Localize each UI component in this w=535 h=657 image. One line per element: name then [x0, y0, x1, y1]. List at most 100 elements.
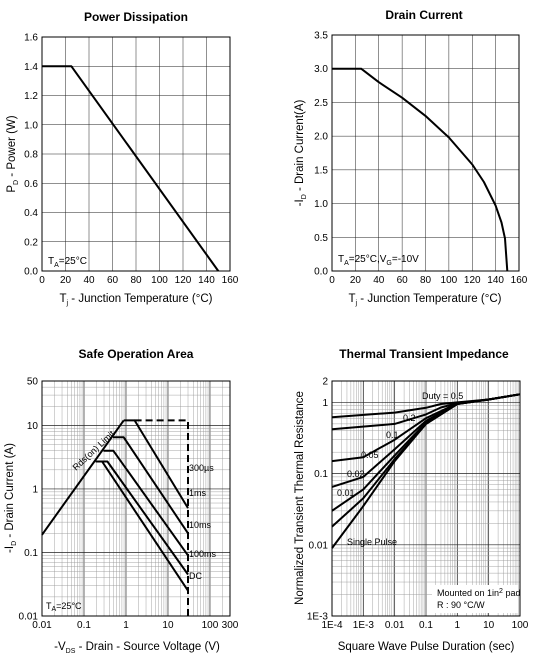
x-tick-label: 1E-4	[321, 620, 343, 631]
annotation-box	[432, 585, 518, 613]
chart-title: Safe Operation Area	[79, 347, 194, 361]
x-tick-label: 60	[107, 275, 119, 286]
series-line	[113, 436, 189, 534]
y-tick-label: 0.8	[24, 150, 38, 161]
grid	[42, 37, 230, 271]
series-group	[331, 393, 521, 549]
tick-labels: 0.01 0.1 1 10 100 300 0.01 0.1 1 10 50	[19, 377, 239, 632]
tick-labels: 0 20 40 60 80 100 120 140 160 0.0 0.2 0.4 0.6 0.8 1.0 1…	[24, 33, 239, 287]
x-tick-label: 0.01	[385, 620, 405, 631]
x-axis-label: Tj - Junction Temperature (°C)	[60, 293, 213, 307]
label-10ms: 10ms	[189, 520, 212, 530]
x-tick-label: 160	[222, 275, 239, 286]
grid	[332, 35, 519, 271]
grid	[42, 381, 230, 616]
label-0.2: 0.2	[403, 413, 416, 423]
grid	[332, 381, 520, 616]
x-tick-label: 100	[151, 275, 168, 286]
x-tick-label: 0	[39, 275, 45, 286]
annotation-ta: TA=25°C	[46, 601, 82, 613]
y-tick-label: 1E-3	[307, 612, 329, 623]
y-tick-label: 1.2	[24, 91, 38, 102]
x-axis-label: Square Wave Pulse Duration (sec)	[338, 641, 515, 653]
chart-title: Drain Current	[385, 8, 462, 22]
series-line	[103, 449, 189, 556]
label-0.02: 0.02	[347, 469, 365, 479]
y-axis-label: -ID - Drain Current (A)	[4, 443, 18, 553]
y-tick-label: 2	[322, 377, 328, 388]
x-tick-label: 20	[60, 275, 72, 286]
y-tick-label: 1	[32, 484, 38, 495]
series-group	[332, 67, 509, 272]
annotation-resistance: R : 90 °C/W	[437, 600, 485, 610]
y-tick-label: 1.6	[24, 33, 38, 44]
x-tick-label: 160	[511, 275, 528, 286]
safe-operation-area-chart: Safe Operation Area 0.01 0.1 1 10 100 3000.01…	[4, 347, 239, 655]
annotation-ta: TA=25°C	[48, 256, 87, 269]
label-0.1: 0.1	[386, 430, 399, 440]
y-tick-label: 1.0	[24, 120, 38, 131]
power-dissipation-chart: Power Dissipation 0 20 40 60 80 100 120 140 1600…	[6, 10, 239, 307]
x-tick-label: 0.1	[419, 620, 433, 631]
x-tick-label: 40	[373, 275, 385, 286]
x-tick-label: 80	[420, 275, 432, 286]
x-tick-label: 1E-3	[353, 620, 375, 631]
label-1ms: 1ms	[189, 488, 207, 498]
series-group	[42, 65, 220, 272]
x-tick-label: 20	[350, 275, 362, 286]
x-tick-label: 100	[441, 275, 458, 286]
y-tick-label: 0.0	[314, 267, 328, 278]
plot-frame	[331, 380, 521, 617]
y-tick-label: 0.4	[24, 208, 38, 219]
y-tick-label: 2.5	[314, 98, 328, 109]
y-tick-label: 0.01	[19, 612, 39, 623]
x-tick-label: 0.01	[32, 620, 52, 631]
series-line	[41, 419, 125, 536]
series-line	[95, 460, 189, 576]
series-line	[42, 65, 220, 272]
y-tick-label: 1.0	[314, 199, 328, 210]
plot-frame	[41, 380, 231, 617]
x-tick-label: 140	[198, 275, 215, 286]
label-300us: 300µs	[189, 463, 214, 473]
y-tick-label: 0.6	[24, 179, 38, 190]
series-line	[134, 419, 189, 616]
y-tick-label: 2.0	[314, 132, 328, 143]
annotation-mounted: Mounted on 1in2 pad	[437, 588, 520, 598]
x-tick-label: 80	[130, 275, 142, 286]
label-100ms: 100ms	[189, 549, 217, 559]
y-tick-label: 0.1	[314, 469, 328, 480]
drain-current-chart: Drain Current 0 20 40 60 80 100 120 140 160 0.0 0.…	[294, 8, 528, 307]
annotation-ta-vg: TA=25°C,VG=-10V	[338, 254, 419, 267]
y-tick-label: 3.0	[314, 64, 328, 75]
x-tick-label: 140	[487, 275, 504, 286]
x-tick-label: 0.1	[77, 620, 91, 631]
y-tick-label: 0.5	[314, 233, 328, 244]
y-tick-label: 1.5	[314, 165, 328, 176]
x-tick-label: 300	[222, 620, 239, 631]
chart-title: Thermal Transient Impedance	[339, 347, 509, 361]
y-tick-label: 1.4	[24, 62, 38, 73]
y-tick-label: 0.0	[24, 267, 38, 278]
y-tick-label: 0.01	[309, 540, 329, 551]
x-tick-label: 40	[83, 275, 95, 286]
label-single-pulse: Single Pulse	[347, 537, 397, 547]
y-tick-label: 10	[27, 421, 39, 432]
chart-title: Power Dissipation	[84, 10, 188, 24]
thermal-transient-impedance-chart: Thermal Transient Impedance 1E-4 1E-3 0.01…	[294, 347, 529, 653]
x-axis-label: -VDS - Drain - Source Voltage (V)	[54, 641, 220, 655]
y-tick-label: 50	[27, 377, 39, 388]
x-tick-label: 100	[512, 620, 529, 631]
x-tick-label: 0	[329, 275, 335, 286]
x-tick-label: 1	[123, 620, 129, 631]
label-duty-05: Duty = 0.5	[422, 391, 463, 401]
series-line	[331, 393, 521, 549]
x-tick-label: 10	[483, 620, 495, 631]
plot-frame	[41, 36, 231, 272]
label-dc: DC	[189, 571, 202, 581]
series-group	[41, 419, 189, 616]
tick-labels: 0 20 40 60 80 100 120 140 160 0.0 0.5 1.0 1.5 2.0 2.5 3…	[314, 31, 528, 287]
x-tick-label: 10	[162, 620, 174, 631]
series-line	[95, 460, 189, 592]
